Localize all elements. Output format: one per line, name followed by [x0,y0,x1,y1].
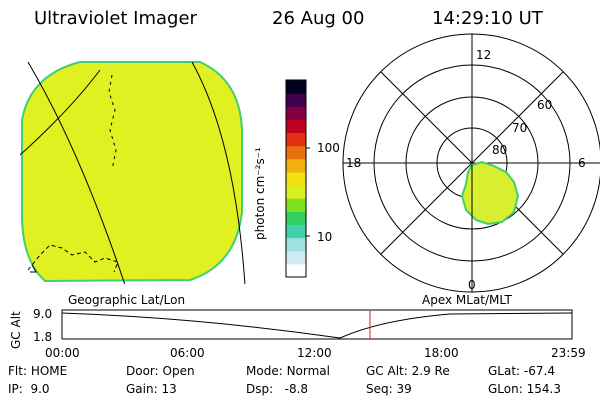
colorbar-segment [286,198,306,212]
colorbar-segment [286,80,306,94]
mlt-line-diag [380,71,564,255]
colorbar-tick-10: 10 [317,230,333,244]
lat-label-80: 80 [492,143,508,157]
colorbar-segment [286,106,306,120]
status-mode: Mode: Normal [246,364,330,378]
status-flt: Flt: HOME [8,364,68,378]
colorbar-segment [286,250,306,265]
time-tick-2: 12:00 [297,346,332,360]
altitude-ytick-min: 1.8 [33,330,53,344]
colorbar-segment [286,93,306,107]
auroral-oval [460,160,520,226]
colorbar-segment [286,158,306,173]
instrument-title: Ultraviolet Imager [34,8,197,29]
lat-label-60: 60 [537,98,553,112]
status-glon: GLon: 154.3 [488,382,561,396]
time-tick-3: 18:00 [424,346,459,360]
colorbar-segment [286,237,306,252]
colorbar-segment [286,185,306,199]
time-label: 14:29:10 UT [432,8,543,29]
coastline [108,74,117,171]
meridian-line [27,61,126,284]
status-door: Door: Open [126,364,195,378]
colorbar-frame [285,79,307,278]
status-gain: Gain: 13 [126,382,177,396]
altitude-curve [61,312,573,339]
coastline [27,244,119,273]
apex-label: Apex MLat/MLT [422,293,512,307]
time-tick-1: 06:00 [170,346,205,360]
colorbar-segment [286,263,306,278]
time-tick-4: 23:59 [551,346,586,360]
colorbar-segment [286,145,306,160]
time-tick-0: 00:00 [45,346,80,360]
meridian-line [191,61,246,284]
status-dsp: Dsp: -8.8 [246,382,309,396]
mlt-label-6: 6 [578,156,586,170]
status-gc-alt: GC Alt: 2.9 Re [366,364,450,378]
mlt-label-0: 0 [468,278,476,292]
status-glat: GLat: -67.4 [488,364,555,378]
earth-disk [21,61,243,283]
coastline [30,264,37,273]
status-ip: IP: 9.0 [8,382,50,396]
geographic-label: Geographic Lat/Lon [68,293,186,307]
colorbar-segment [286,119,306,134]
altitude-frame [61,309,573,340]
colorbar-segment [286,171,306,186]
colorbar-segment [286,132,306,147]
date-label: 26 Aug 00 [272,8,365,29]
colorbar-tick-100: 100 [317,141,340,155]
mlt-label-18: 18 [346,156,362,170]
lat-label-70: 70 [512,121,528,135]
parallel-line [20,69,101,156]
colorbar-segment [286,211,306,225]
colorbar-segment [286,224,306,239]
status-seq: Seq: 39 [366,382,412,396]
altitude-ytick-max: 9.0 [33,307,53,321]
mlt-label-12: 12 [476,48,492,62]
